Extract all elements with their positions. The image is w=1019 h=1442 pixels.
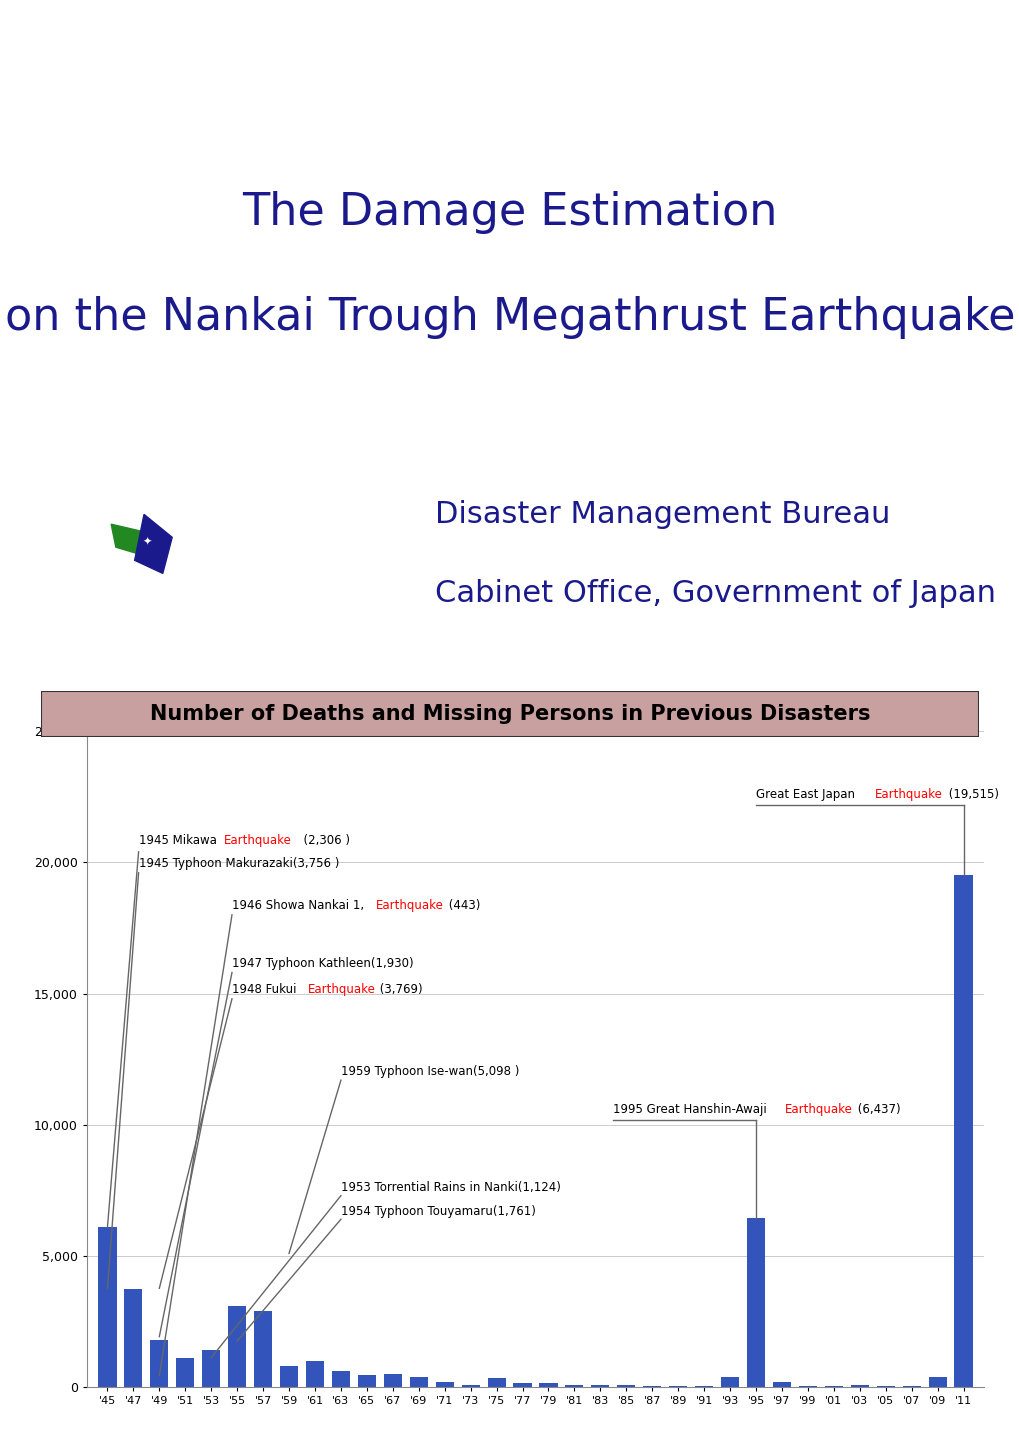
Text: Disaster Management Bureau: Disaster Management Bureau	[434, 500, 890, 529]
Bar	[513, 1383, 531, 1387]
Text: 1947 Typhoon Kathleen(1,930): 1947 Typhoon Kathleen(1,930)	[231, 957, 413, 970]
Text: 1953 Torrential Rains in Nanki(1,124): 1953 Torrential Rains in Nanki(1,124)	[340, 1181, 560, 1194]
Bar	[228, 1306, 246, 1387]
FancyBboxPatch shape	[41, 691, 978, 737]
Bar	[150, 1340, 168, 1387]
Text: 1995 Great Hanshin-Awaji: 1995 Great Hanshin-Awaji	[612, 1103, 770, 1116]
Text: Earthquake: Earthquake	[308, 983, 375, 996]
Text: 1948 Fukui: 1948 Fukui	[231, 983, 300, 996]
Bar	[202, 1351, 220, 1387]
Bar	[462, 1384, 479, 1387]
Text: Earthquake: Earthquake	[376, 900, 444, 913]
Bar	[279, 1366, 298, 1387]
Bar	[435, 1381, 453, 1387]
Bar	[176, 1358, 195, 1387]
Text: (3,769): (3,769)	[376, 983, 423, 996]
Bar	[954, 875, 972, 1387]
Bar	[850, 1384, 868, 1387]
Text: (443): (443)	[444, 900, 480, 913]
Text: 1954 Typhoon Touyamaru(1,761): 1954 Typhoon Touyamaru(1,761)	[340, 1206, 535, 1218]
Bar	[331, 1371, 350, 1387]
Bar	[410, 1377, 427, 1387]
Polygon shape	[111, 525, 153, 557]
Bar	[746, 1218, 764, 1387]
Text: ✦: ✦	[142, 536, 152, 547]
Bar	[254, 1311, 272, 1387]
Bar	[487, 1379, 505, 1387]
Bar	[565, 1384, 583, 1387]
Text: (2,306 ): (2,306 )	[296, 833, 350, 846]
Text: Number of Deaths and Missing Persons in Previous Disasters: Number of Deaths and Missing Persons in …	[150, 704, 869, 724]
Bar	[772, 1381, 791, 1387]
Bar	[98, 1227, 116, 1387]
Text: Great East Japan: Great East Japan	[755, 787, 858, 800]
Bar	[591, 1384, 608, 1387]
Text: The Damage Estimation: The Damage Estimation	[243, 190, 776, 234]
Text: 1945 Typhoon Makurazaki(3,756 ): 1945 Typhoon Makurazaki(3,756 )	[139, 857, 338, 870]
Text: Earthquake: Earthquake	[224, 833, 291, 846]
Bar	[358, 1376, 376, 1387]
Polygon shape	[135, 515, 172, 574]
Text: (19,515): (19,515)	[945, 787, 999, 800]
Bar	[720, 1377, 739, 1387]
Text: 1959 Typhoon Ise-wan(5,098 ): 1959 Typhoon Ise-wan(5,098 )	[340, 1064, 519, 1077]
Text: on the Nankai Trough Megathrust Earthquake: on the Nankai Trough Megathrust Earthqua…	[5, 296, 1014, 339]
Bar	[124, 1289, 143, 1387]
Bar	[539, 1383, 557, 1387]
Bar	[306, 1361, 324, 1387]
Text: (6,437): (6,437)	[853, 1103, 900, 1116]
Bar	[927, 1377, 946, 1387]
Text: Cabinet Office, Government of Japan: Cabinet Office, Government of Japan	[434, 578, 995, 607]
Text: 1946 Showa Nankai 1,: 1946 Showa Nankai 1,	[231, 900, 368, 913]
Text: Earthquake: Earthquake	[874, 787, 942, 800]
Text: 1945 Mikawa: 1945 Mikawa	[139, 833, 220, 846]
Text: Earthquake: Earthquake	[785, 1103, 852, 1116]
Bar	[383, 1374, 401, 1387]
Bar	[616, 1384, 635, 1387]
